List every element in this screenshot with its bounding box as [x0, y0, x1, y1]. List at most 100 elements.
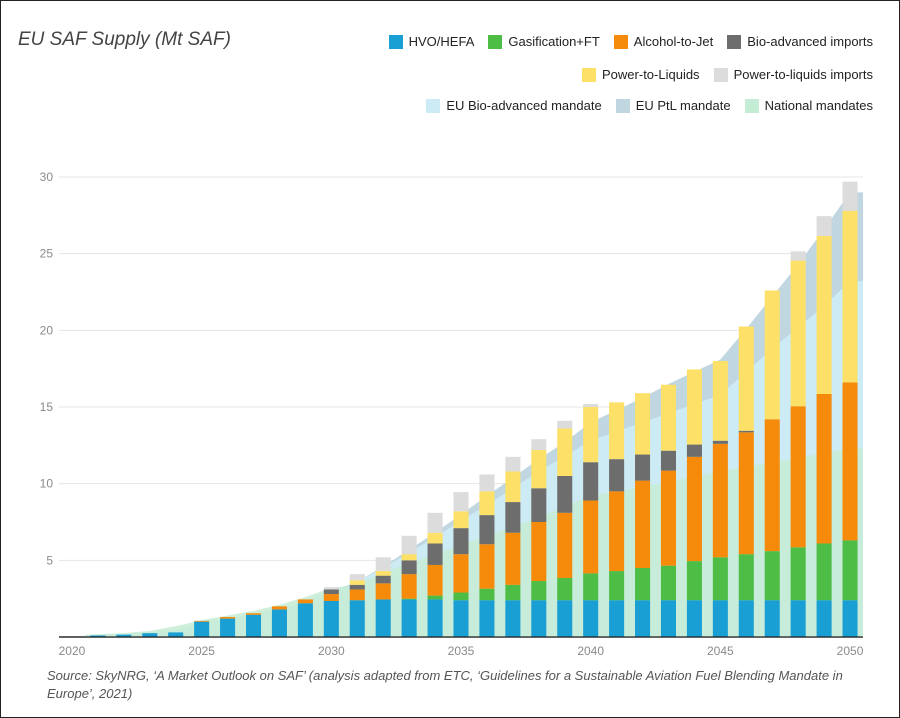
bar-segment-bio-advanced-imports-2034 — [427, 543, 443, 565]
legend-swatch-alcohol-to-jet — [613, 34, 628, 49]
bar-segment-hvo-hefa-2029 — [297, 603, 313, 637]
bar-segment-hvo-hefa-2026 — [220, 618, 236, 637]
bar-segment-hvo-hefa-2027 — [245, 614, 262, 637]
bar-segment-alcohol-to-jet-2049 — [816, 393, 832, 544]
legend-label-eu-ptl-mandate: EU PtL mandate — [635, 98, 731, 113]
bar-segment-power-to-liquids-2041 — [609, 402, 625, 460]
bar-segment-bio-advanced-imports-2031 — [349, 584, 365, 590]
x-tick-label: 2040 — [577, 644, 604, 658]
bar-segment-alcohol-to-jet-2025 — [194, 620, 210, 622]
bar-segment-power-to-liquids-2045 — [712, 361, 728, 441]
bar-segment-hvo-hefa-2045 — [712, 600, 728, 637]
legend-swatch-gasification-ft — [488, 34, 503, 49]
bar-segment-power-to-liquids-imports-2035 — [453, 492, 469, 512]
bar-segment-alcohol-to-jet-2032 — [375, 583, 391, 600]
bar-segment-bio-advanced-imports-2039 — [557, 476, 573, 513]
bar-segment-bio-advanced-imports-2038 — [531, 488, 547, 522]
x-tick-label: 2030 — [318, 644, 345, 658]
y-tick-label: 25 — [40, 247, 54, 261]
legend-item-bio-advanced-imports: Bio-advanced imports — [727, 34, 873, 49]
bar-segment-power-to-liquids-imports-2050 — [842, 181, 858, 211]
bar-segment-gasification-ft-2039 — [557, 577, 573, 601]
bar-segment-bio-advanced-imports-2035 — [453, 528, 469, 555]
bar-segment-hvo-hefa-2044 — [686, 600, 702, 637]
legend-label-alcohol-to-jet: Alcohol-to-Jet — [633, 34, 714, 49]
bar-segment-power-to-liquids-2042 — [635, 393, 651, 455]
x-tick-label: 2025 — [188, 644, 215, 658]
legend-swatch-eu-ptl-mandate — [615, 98, 630, 113]
y-tick-label: 15 — [40, 400, 54, 414]
bar-segment-alcohol-to-jet-2043 — [660, 470, 677, 566]
bar-segment-alcohol-to-jet-2050 — [842, 382, 858, 541]
bar-segment-hvo-hefa-2042 — [635, 600, 651, 637]
bar-segment-alcohol-to-jet-2026 — [220, 617, 236, 619]
bar-segment-alcohol-to-jet-2041 — [609, 491, 625, 572]
bar-segment-gasification-ft-2044 — [686, 561, 702, 601]
bar-segment-bio-advanced-imports-2046 — [738, 430, 754, 433]
legend-label-power-to-liquids: Power-to-Liquids — [602, 67, 700, 82]
y-tick-label: 10 — [40, 477, 54, 491]
bar-segment-gasification-ft-2041 — [609, 571, 625, 601]
legend-swatch-national-mandates — [744, 98, 759, 113]
bar-segment-gasification-ft-2038 — [531, 581, 547, 601]
bar-segment-power-to-liquids-2046 — [738, 326, 754, 431]
bar-segment-power-to-liquids-2037 — [505, 471, 521, 503]
bar-segment-gasification-ft-2048 — [790, 547, 806, 601]
bar-segment-hvo-hefa-2038 — [531, 600, 547, 637]
x-tick-label: 2050 — [837, 644, 864, 658]
bar-segment-gasification-ft-2033 — [401, 598, 417, 600]
bar-segment-alcohol-to-jet-2040 — [583, 500, 599, 574]
legend-label-power-to-liquids-imports: Power-to-liquids imports — [733, 67, 873, 82]
legend-item-power-to-liquids-imports: Power-to-liquids imports — [713, 67, 873, 82]
bar-segment-hvo-hefa-2035 — [453, 600, 469, 637]
source-note: Source: SkyNRG, ‘A Market Outlook on SAF… — [47, 668, 843, 701]
bar-segment-power-to-liquids-imports-2033 — [401, 535, 417, 555]
bar-segment-alcohol-to-jet-2048 — [790, 406, 806, 548]
legend-item-eu-bio-advanced-mandate: EU Bio-advanced mandate — [426, 98, 602, 113]
bar-segment-hvo-hefa-2030 — [323, 600, 339, 637]
legend-swatch-hvo-hefa — [388, 34, 403, 49]
bar-segment-bio-advanced-imports-2033 — [401, 560, 417, 575]
bar-segment-hvo-hefa-2037 — [505, 600, 521, 637]
bar-segment-power-to-liquids-imports-2040 — [583, 403, 599, 407]
legend-swatch-bio-advanced-imports — [727, 34, 742, 49]
bar-segment-hvo-hefa-2043 — [660, 600, 677, 637]
legend-row-3: EU Bio-advanced mandate EU PtL mandate N… — [426, 98, 873, 113]
bar-segment-power-to-liquids-imports-2032 — [375, 557, 391, 572]
bar-segment-power-to-liquids-imports-2037 — [505, 456, 521, 472]
bar-segment-gasification-ft-2047 — [764, 551, 780, 601]
x-tick-label: 2020 — [59, 644, 86, 658]
bar-segment-bio-advanced-imports-2040 — [583, 462, 599, 501]
bar-segment-hvo-hefa-2046 — [738, 600, 754, 637]
bar-segment-power-to-liquids-imports-2031 — [349, 574, 365, 581]
y-tick-label: 30 — [40, 170, 54, 184]
bar-segment-gasification-ft-2049 — [816, 543, 832, 601]
legend-row-1: HVO/HEFA Gasification+FT Alcohol-to-Jet … — [388, 34, 873, 49]
bar-segment-hvo-hefa-2049 — [816, 600, 832, 637]
bar-segment-power-to-liquids-imports-2036 — [479, 474, 495, 492]
bar-segment-alcohol-to-jet-2028 — [271, 606, 287, 610]
bar-segment-hvo-hefa-2040 — [583, 600, 599, 637]
legend-label-gasification-ft: Gasification+FT — [508, 34, 600, 49]
bar-segment-power-to-liquids-2049 — [816, 236, 832, 394]
bar-segment-hvo-hefa-2034 — [427, 599, 443, 637]
bar-segment-hvo-hefa-2031 — [349, 600, 365, 637]
bar-segment-alcohol-to-jet-2030 — [323, 594, 339, 601]
bar-segment-bio-advanced-imports-2036 — [479, 515, 495, 545]
legend-swatch-power-to-liquids-imports — [713, 67, 728, 82]
bar-segment-gasification-ft-2036 — [479, 588, 495, 601]
bar-segment-hvo-hefa-2032 — [375, 599, 391, 637]
bar-segment-hvo-hefa-2036 — [479, 600, 495, 637]
bar-segment-power-to-liquids-2044 — [686, 369, 702, 445]
legend-item-eu-ptl-mandate: EU PtL mandate — [615, 98, 731, 113]
bar-segment-power-to-liquids-2039 — [557, 428, 573, 476]
bar-segment-gasification-ft-2046 — [738, 554, 754, 601]
bar-segment-hvo-hefa-2021 — [90, 635, 106, 637]
legend-item-power-to-liquids: Power-to-Liquids — [582, 67, 700, 82]
bar-segment-alcohol-to-jet-2039 — [557, 512, 573, 578]
chart-title: EU SAF Supply (Mt SAF) — [18, 29, 231, 50]
bar-segment-power-to-liquids-2043 — [660, 384, 677, 451]
bar-segment-power-to-liquids-2031 — [349, 580, 365, 585]
bar-segment-hvo-hefa-2028 — [271, 609, 287, 637]
